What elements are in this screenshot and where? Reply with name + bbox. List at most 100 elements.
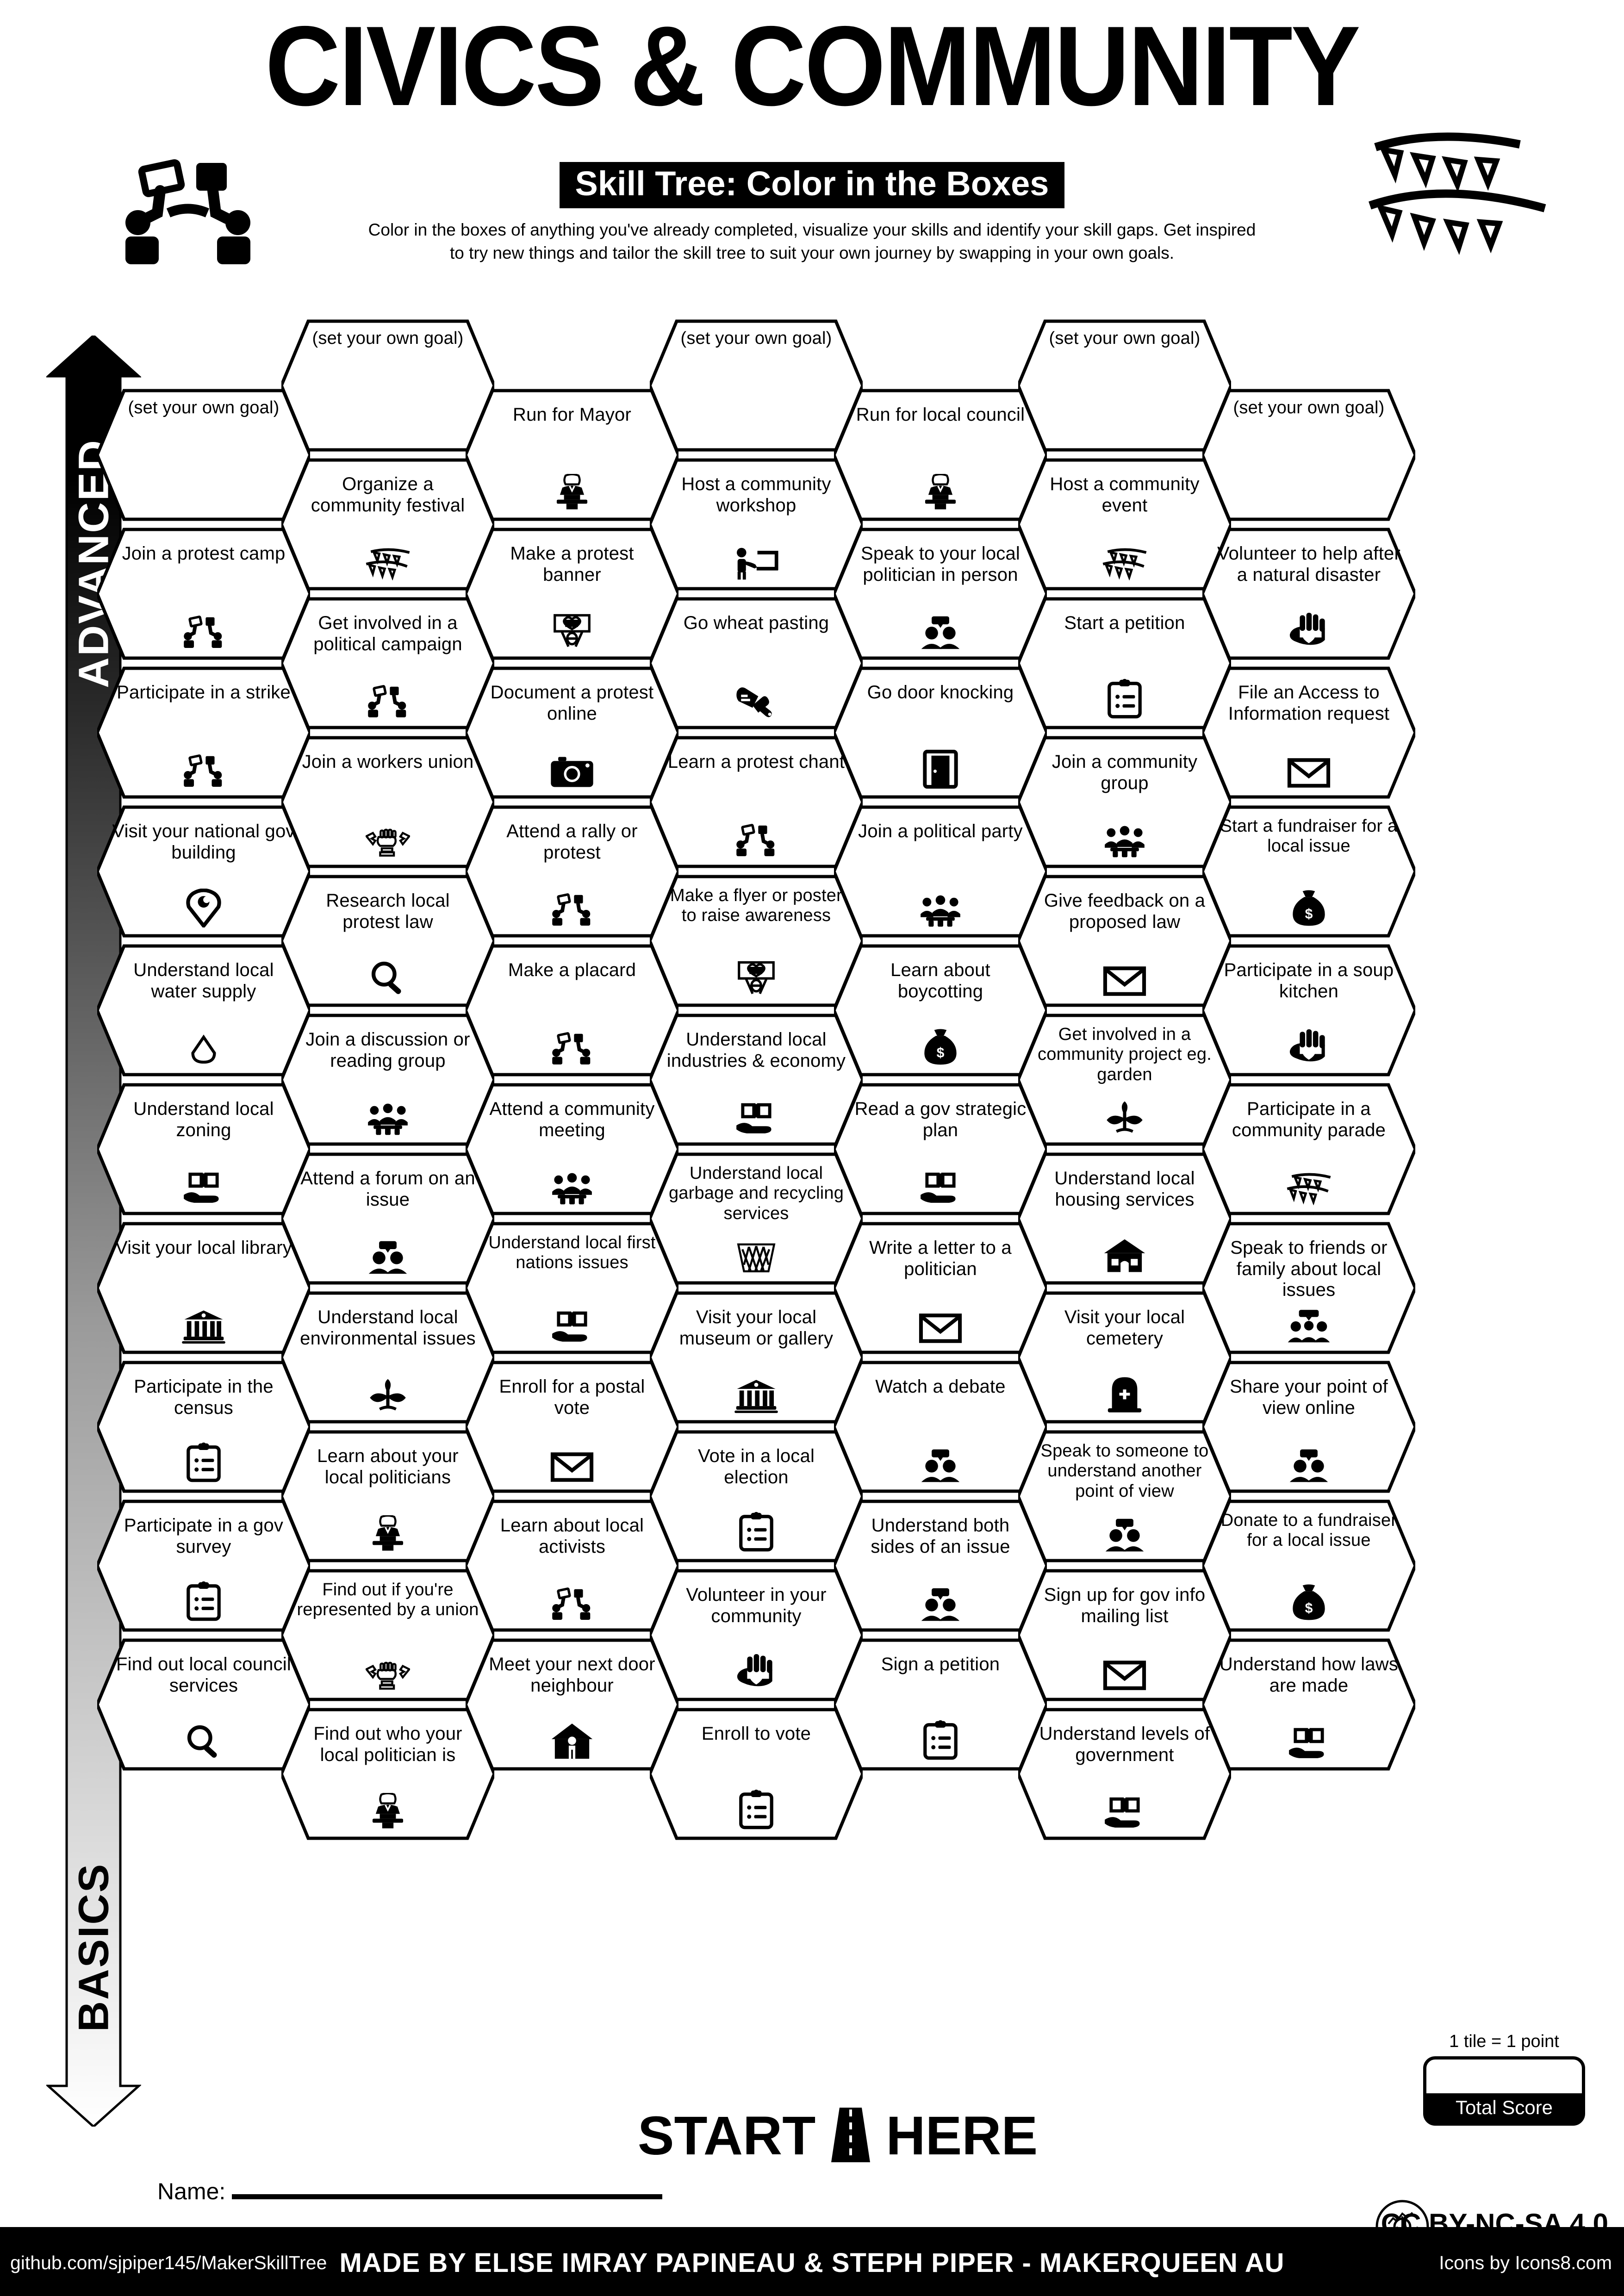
skill-tile[interactable]: Join a workers union (281, 736, 494, 868)
skill-tile[interactable]: Participate in a gov survey (97, 1500, 310, 1632)
skill-tile-label: Go wheat pasting (683, 613, 829, 633)
skill-tile[interactable]: Attend a rally or protest (466, 805, 678, 938)
name-field-row[interactable]: Name: (157, 2178, 663, 2205)
skill-tile[interactable]: Speak to someone to understand another p… (1018, 1430, 1231, 1562)
skill-tile[interactable]: Sign a petition (834, 1638, 1047, 1771)
skill-tile[interactable]: Make a protest banner (466, 528, 678, 660)
name-write-line[interactable] (232, 2194, 663, 2199)
skill-tile[interactable]: Participate in the census (97, 1361, 310, 1493)
skill-tile[interactable]: Start a fundraiser for a local issue $ (1202, 805, 1415, 938)
skill-tile[interactable]: Understand how laws are made (1202, 1638, 1415, 1771)
skill-tile-label: Understand local environmental issues (300, 1307, 476, 1349)
presenter-icon (650, 538, 863, 580)
skill-tile[interactable]: Enroll to vote (650, 1708, 863, 1840)
skill-tile[interactable]: Understand local environmental issues (281, 1291, 494, 1424)
skill-tile[interactable]: (set your own goal) (650, 319, 863, 452)
skill-tile[interactable]: Speak to friends or family about local i… (1202, 1222, 1415, 1354)
skill-tile[interactable]: Attend a forum on an issue (281, 1152, 494, 1285)
skill-tile[interactable]: Find out who your local politician is (281, 1708, 494, 1840)
skill-tile[interactable]: Vote in a local election (650, 1430, 863, 1562)
skill-tile-label: Write a letter to a politician (869, 1238, 1012, 1279)
camera-icon (466, 746, 678, 789)
skill-tile[interactable]: Research local protest law (281, 875, 494, 1007)
skill-tile[interactable]: Participate in a community parade (1202, 1083, 1415, 1215)
skill-tile[interactable]: Visit your national gov building (97, 805, 310, 938)
skill-tile[interactable]: Understand local industries & economy (650, 1014, 863, 1146)
skill-tile[interactable]: Understand local water supply (97, 944, 310, 1076)
skill-tile[interactable]: Understand local housing services (1018, 1152, 1231, 1285)
skill-tile-label: Find out local council services (116, 1654, 291, 1696)
skill-tile[interactable]: Understand levels of government (1018, 1708, 1231, 1840)
water-drop-icon (97, 1024, 310, 1066)
skill-tile[interactable]: Go wheat pasting (650, 597, 863, 729)
skill-tile[interactable]: Find out if you're represented by a unio… (281, 1569, 494, 1701)
skill-tile[interactable]: Join a discussion or reading group (281, 1014, 494, 1146)
skill-tile[interactable]: Join a political party (834, 805, 1047, 938)
footer-icons-credit[interactable]: Icons by Icons8.com (1439, 2252, 1612, 2273)
skill-tile[interactable]: Understand both sides of an issue (834, 1500, 1047, 1632)
skill-tile[interactable]: Understand local garbage and recycling s… (650, 1152, 863, 1285)
svg-text:$: $ (1305, 906, 1313, 921)
skill-tile-label: Attend a forum on an issue (300, 1168, 475, 1210)
skill-tile[interactable]: Make a flyer or poster to raise awarenes… (650, 875, 863, 1007)
skill-tile[interactable]: Host a community event (1018, 458, 1231, 591)
total-score-input[interactable]: Total Score (1423, 2056, 1585, 2126)
skill-tile[interactable]: Volunteer in your community (650, 1569, 863, 1701)
skill-tile[interactable]: Watch a debate (834, 1361, 1047, 1493)
skill-tile[interactable]: Read a gov strategic plan (834, 1083, 1047, 1215)
intro-line-2: to try new things and tailor the skill t… (449, 243, 1175, 262)
skill-tile[interactable]: Speak to your local politician in person (834, 528, 1047, 660)
skill-tile[interactable]: Start a petition (1018, 597, 1231, 729)
plant-sprout-icon (281, 1371, 494, 1413)
skill-tile[interactable]: Get involved in a political campaign (281, 597, 494, 729)
skill-tile[interactable]: Volunteer to help after a natural disast… (1202, 528, 1415, 660)
skill-tile[interactable]: Organize a community festival (281, 458, 494, 591)
skill-tile[interactable]: (set your own goal) (1018, 319, 1231, 452)
score-panel: 1 tile = 1 point Total Score (1423, 2032, 1585, 2126)
skill-tile[interactable]: Find out local council services (97, 1638, 310, 1771)
skill-tile[interactable]: File an Access to Information request (1202, 666, 1415, 799)
skill-tile[interactable]: (set your own goal) (97, 389, 310, 521)
skill-tile[interactable]: Visit your local museum or gallery (650, 1291, 863, 1424)
skill-tile[interactable]: Go door knocking (834, 666, 1047, 799)
skill-tile-label: Learn about boycotting (890, 960, 990, 1002)
family-talk-icon (1202, 1301, 1415, 1344)
skill-tile[interactable]: Attend a community meeting (466, 1083, 678, 1215)
skill-tile[interactable]: Share your point of view online (1202, 1361, 1415, 1493)
skill-tile[interactable]: Make a placard (466, 944, 678, 1076)
skill-tile[interactable]: Join a protest camp (97, 528, 310, 660)
skill-tile[interactable]: Enroll for a postal vote (466, 1361, 678, 1493)
skill-tile[interactable]: Meet your next door neighbour (466, 1638, 678, 1771)
skill-tile[interactable]: Sign up for gov info mailing list (1018, 1569, 1231, 1701)
skill-tile[interactable]: Host a community workshop (650, 458, 863, 591)
skill-tile[interactable]: Join a community group (1018, 736, 1231, 868)
skill-tile[interactable]: Run for Mayor (466, 389, 678, 521)
skill-tile[interactable]: Give feedback on a proposed law (1018, 875, 1231, 1007)
skill-tile[interactable]: Donate to a fundraiser for a local issue… (1202, 1500, 1415, 1632)
skill-tile[interactable]: Learn about local activists (466, 1500, 678, 1632)
skill-tile[interactable]: Document a protest online (466, 666, 678, 799)
two-people-icon (834, 1440, 1047, 1483)
skill-tile[interactable]: Visit your local library (97, 1222, 310, 1354)
skill-tile[interactable]: Learn a protest chant (650, 736, 863, 868)
skill-tile[interactable]: (set your own goal) (281, 319, 494, 452)
skill-tile[interactable]: Write a letter to a politician (834, 1222, 1047, 1354)
skill-tile[interactable]: Learn about your local politicians (281, 1430, 494, 1562)
skill-tile-label: Learn about local activists (500, 1515, 644, 1557)
skill-tile[interactable]: Participate in a strike (97, 666, 310, 799)
skill-tile[interactable]: Get involved in a community project eg. … (1018, 1014, 1231, 1146)
skill-tile[interactable]: Visit your local cemetery (1018, 1291, 1231, 1424)
intro-paragraph: Color in the boxes of anything you've al… (326, 218, 1298, 265)
skill-tile-label: (set your own goal) (312, 329, 464, 348)
plant-sprout-icon (1018, 1093, 1231, 1136)
envelope-icon (1018, 1649, 1231, 1691)
skill-tile[interactable]: Understand local zoning (97, 1083, 310, 1215)
skill-tile[interactable]: Understand local first nations issues (466, 1222, 678, 1354)
skill-tile[interactable]: Run for local council (834, 389, 1047, 521)
skill-tile[interactable]: Learn about boycotting $ (834, 944, 1047, 1076)
skill-tile[interactable]: (set your own goal) (1202, 389, 1415, 521)
footer-repo-link[interactable]: github.com/sjpiper145/MakerSkillTree (10, 2252, 327, 2273)
skill-tile-label: Speak to your local politician in person (861, 543, 1020, 585)
skill-tile[interactable]: Participate in a soup kitchen (1202, 944, 1415, 1076)
subtitle-text: Skill Tree: Color in the Boxes (575, 164, 1049, 203)
